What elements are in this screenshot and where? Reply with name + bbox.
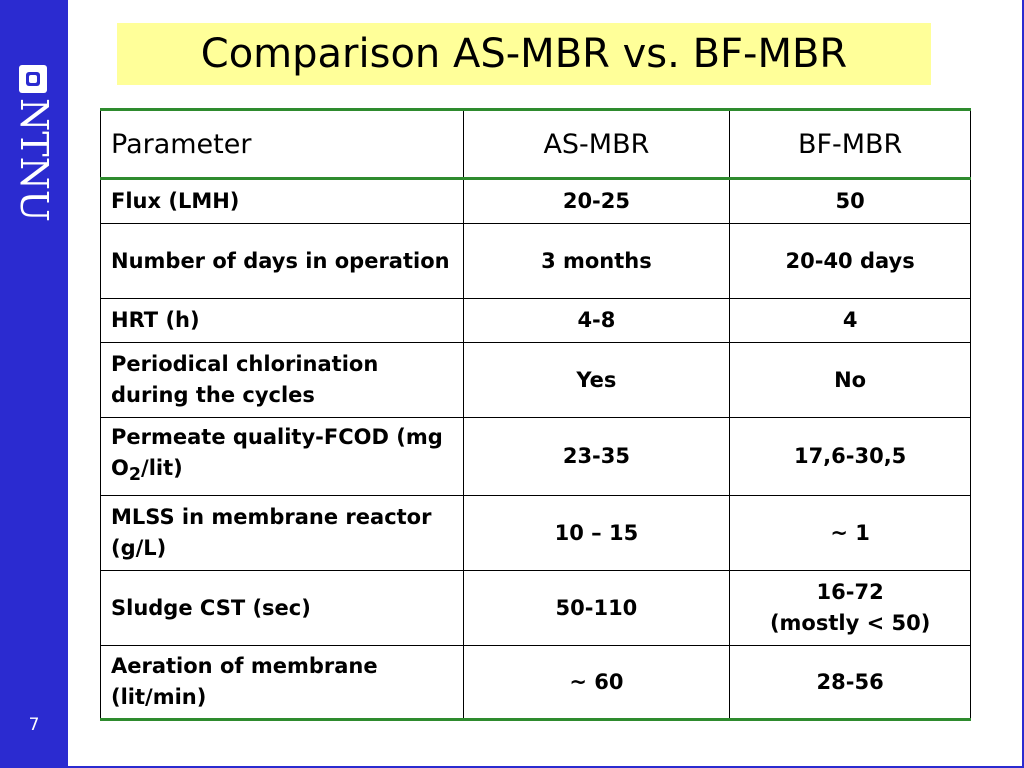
cell-bf-mbr: 50 (729, 178, 971, 224)
cell-as-mbr: 3 months (462, 223, 731, 299)
cell-parameter: Periodical chlorination during the cycle… (100, 342, 464, 418)
comparison-table: Parameter AS-MBR BF-MBR Flux (LMH) 20-25… (100, 108, 971, 721)
cell-as-mbr: Yes (462, 342, 731, 418)
title-box: Comparison AS-MBR vs. BF-MBR (117, 23, 931, 85)
cell-bf-mbr: 28-56 (729, 645, 971, 721)
cell-bf-mbr: 16-72 (mostly < 50) (729, 570, 971, 646)
table-row: Permeate quality-FCOD (mg O2/lit) 23-35 … (100, 417, 971, 496)
cell-as-mbr: 4-8 (462, 298, 731, 343)
table-row: HRT (h) 4-8 4 (100, 298, 971, 343)
sidebar: NTNU 7 (0, 0, 68, 768)
cell-parameter: MLSS in membrane reactor (g/L) (100, 495, 464, 571)
parameter-text: Permeate quality-FCOD (mg O (111, 424, 443, 480)
table-row: Number of days in operation 3 months 20-… (100, 223, 971, 299)
right-border (1022, 0, 1024, 768)
ntnu-square-logo-icon (19, 65, 47, 93)
bf-mbr-line-2: (mostly < 50) (769, 611, 931, 635)
cell-parameter: HRT (h) (100, 298, 464, 343)
cell-as-mbr: ~ 60 (462, 645, 731, 721)
cell-as-mbr: 20-25 (462, 178, 731, 224)
parameter-text-end: /lit) (141, 455, 183, 480)
cell-as-mbr: 50-110 (462, 570, 731, 646)
logo-text: NTNU (12, 98, 56, 222)
slide-title: Comparison AS-MBR vs. BF-MBR (200, 31, 848, 77)
cell-bf-mbr: ~ 1 (729, 495, 971, 571)
slide-number: 7 (28, 715, 40, 735)
table-row: Flux (LMH) 20-25 50 (100, 178, 971, 224)
cell-parameter: Number of days in operation (100, 223, 464, 299)
table-row: Sludge CST (sec) 50-110 16-72 (mostly < 5… (100, 570, 971, 646)
bottom-border (0, 766, 1024, 768)
table-row: Periodical chlorination during the cycle… (100, 342, 971, 418)
bf-mbr-line-1: 16-72 (816, 580, 884, 604)
cell-bf-mbr: 17,6-30,5 (729, 417, 971, 496)
cell-parameter: Flux (LMH) (100, 178, 464, 224)
cell-as-mbr: 10 – 15 (462, 495, 731, 571)
header-parameter: Parameter (100, 108, 464, 180)
header-bf-mbr: BF-MBR (729, 108, 971, 180)
cell-parameter: Aeration of membrane (lit/min) (100, 645, 464, 721)
cell-bf-mbr: 4 (729, 298, 971, 343)
logo-text-wrap: NTNU (12, 98, 56, 248)
subscript-2: 2 (128, 465, 142, 486)
cell-parameter: Sludge CST (sec) (100, 570, 464, 646)
cell-bf-mbr: 20-40 days (729, 223, 971, 299)
cell-parameter: Permeate quality-FCOD (mg O2/lit) (100, 417, 464, 496)
cell-bf-mbr: No (729, 342, 971, 418)
header-as-mbr: AS-MBR (462, 108, 731, 180)
header-row: Parameter AS-MBR BF-MBR (100, 108, 971, 180)
table-row: Aeration of membrane (lit/min) ~ 60 28-5… (100, 645, 971, 721)
cell-as-mbr: 23-35 (462, 417, 731, 496)
table-row: MLSS in membrane reactor (g/L) 10 – 15 ~… (100, 495, 971, 571)
